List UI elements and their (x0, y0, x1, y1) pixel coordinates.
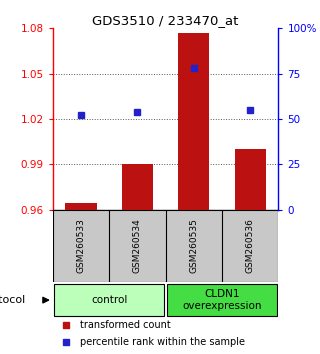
Bar (66, 203, 97, 210)
Text: CLDN1
overexpression: CLDN1 overexpression (182, 289, 262, 311)
Bar (178, 33, 209, 210)
Text: GSM260534: GSM260534 (133, 218, 142, 273)
Text: protocol: protocol (0, 295, 26, 305)
Bar (122, 164, 153, 210)
Text: transformed count: transformed count (80, 320, 171, 330)
Text: percentile rank within the sample: percentile rank within the sample (80, 337, 245, 347)
Bar (235, 149, 266, 210)
Text: GSM260536: GSM260536 (246, 218, 255, 273)
Text: control: control (91, 295, 127, 305)
Bar (54, 284, 164, 316)
Bar (167, 284, 277, 316)
Text: GSM260533: GSM260533 (76, 218, 85, 273)
Title: GDS3510 / 233470_at: GDS3510 / 233470_at (92, 14, 239, 27)
Text: GSM260535: GSM260535 (189, 218, 198, 273)
